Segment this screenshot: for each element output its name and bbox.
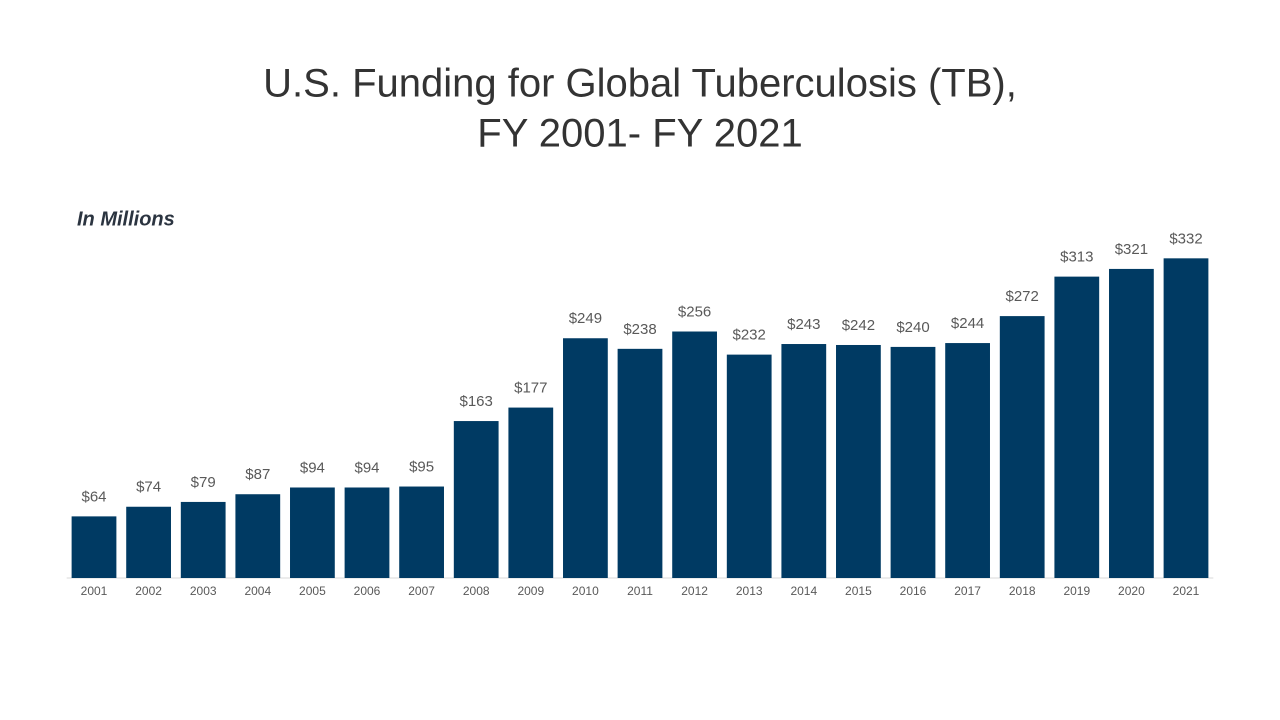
x-tick-label: 2002 <box>135 584 162 598</box>
chart-title: U.S. Funding for Global Tuberculosis (TB… <box>263 62 1017 106</box>
bar <box>617 348 663 578</box>
x-tick-label: 2009 <box>517 584 544 598</box>
bar <box>508 407 554 578</box>
bar <box>1163 258 1209 578</box>
chart-subtitle: In Millions <box>77 208 175 230</box>
bar <box>399 486 444 578</box>
bar <box>453 421 499 578</box>
value-label: $64 <box>81 488 106 505</box>
x-tick-label: 2016 <box>900 584 927 598</box>
value-label: $313 <box>1060 249 1093 266</box>
x-tick-label: 2014 <box>790 584 817 598</box>
x-tick-label: 2013 <box>736 584 763 598</box>
bar <box>890 346 936 578</box>
bar <box>672 331 717 578</box>
value-label: $242 <box>842 317 875 334</box>
x-tick-label: 2012 <box>681 584 708 598</box>
bar <box>290 487 335 578</box>
bar <box>726 354 772 578</box>
x-tick-label: 2015 <box>845 584 872 598</box>
value-label: $321 <box>1115 241 1148 258</box>
value-label: $79 <box>191 474 216 491</box>
bar <box>1109 268 1154 578</box>
x-tick-label: 2004 <box>244 584 271 598</box>
bar <box>126 506 171 578</box>
value-label: $94 <box>354 459 379 476</box>
value-label: $272 <box>1006 288 1039 305</box>
value-label: $256 <box>678 303 711 320</box>
value-label: $238 <box>623 321 656 338</box>
bar <box>71 516 117 578</box>
value-label: $177 <box>514 380 547 397</box>
chart-title: FY 2001- FY 2021 <box>477 112 802 156</box>
bar <box>836 344 881 578</box>
value-label: $74 <box>136 479 161 496</box>
x-tick-label: 2019 <box>1063 584 1090 598</box>
x-tick-label: 2008 <box>463 584 490 598</box>
bar <box>563 338 608 578</box>
x-tick-label: 2001 <box>81 584 108 598</box>
value-label: $94 <box>300 459 325 476</box>
x-tick-label: 2017 <box>954 584 981 598</box>
x-tick-label: 2007 <box>408 584 435 598</box>
x-tick-label: 2018 <box>1009 584 1036 598</box>
bar <box>781 344 827 578</box>
x-tick-label: 2010 <box>572 584 599 598</box>
value-label: $249 <box>569 310 602 327</box>
bar <box>1054 276 1100 578</box>
bar <box>180 501 226 578</box>
value-label: $95 <box>409 458 434 475</box>
x-tick-label: 2005 <box>299 584 326 598</box>
value-label: $87 <box>245 466 270 483</box>
bar <box>344 487 390 578</box>
bar <box>999 316 1045 578</box>
value-label: $244 <box>951 315 984 332</box>
x-tick-label: 2003 <box>190 584 217 598</box>
value-label: $332 <box>1169 230 1202 247</box>
x-tick-label: 2011 <box>627 584 653 598</box>
x-tick-label: 2020 <box>1118 584 1145 598</box>
bar <box>945 343 990 578</box>
value-label: $163 <box>460 393 493 410</box>
x-tick-label: 2006 <box>354 584 381 598</box>
bar <box>235 494 281 578</box>
value-label: $232 <box>733 327 766 344</box>
value-label: $240 <box>896 319 929 336</box>
x-tick-label: 2021 <box>1173 584 1200 598</box>
value-label: $243 <box>787 316 820 333</box>
